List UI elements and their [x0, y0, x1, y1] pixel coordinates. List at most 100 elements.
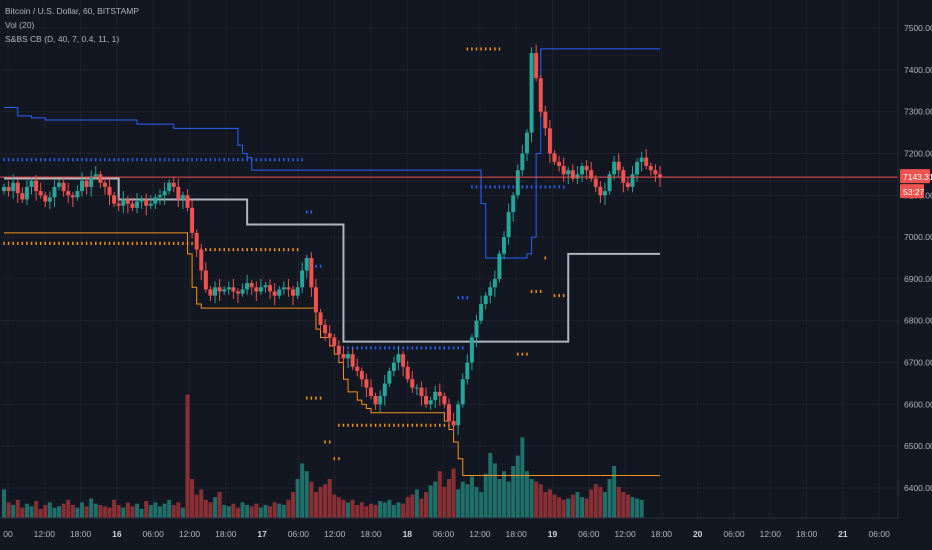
- orange-marker: [218, 248, 221, 252]
- volume-bar: [497, 479, 502, 518]
- blue-marker: [260, 158, 262, 162]
- time-tick-label: 19: [548, 529, 558, 539]
- price-tick-label: 7500.00: [904, 23, 932, 33]
- orange-marker: [411, 423, 414, 427]
- candle-body: [602, 191, 607, 196]
- orange-marker: [535, 289, 537, 293]
- blue-marker: [393, 346, 395, 350]
- orange-marker: [85, 241, 88, 245]
- volume-bar: [130, 506, 135, 518]
- candle-body: [34, 180, 39, 192]
- blue-marker: [351, 346, 354, 350]
- volume-bar: [263, 505, 268, 518]
- time-axis[interactable]: 00 12:00 18:00 16 06:00 12:00 18:00 17 06:00 12:0…: [0, 517, 898, 539]
- volume-bar: [93, 503, 98, 518]
- blue-marker: [39, 158, 42, 162]
- volume-bar: [469, 476, 474, 518]
- candle-body: [309, 258, 314, 288]
- candle-body: [112, 195, 117, 204]
- candle-body: [639, 157, 644, 162]
- orange-marker: [466, 47, 469, 51]
- candle-body: [213, 287, 218, 296]
- candle-body: [589, 170, 594, 179]
- volume-bar: [84, 506, 89, 518]
- price-tick-label: 6800.00: [904, 316, 932, 326]
- volume-bar: [332, 494, 337, 518]
- volume-bar: [235, 507, 240, 518]
- blue-marker: [544, 185, 547, 189]
- blue-marker: [356, 346, 358, 350]
- blue-marker: [172, 158, 175, 162]
- time-tick-label: 12:00: [760, 529, 782, 539]
- blue-marker: [319, 264, 322, 268]
- time-tick-label: 17: [257, 529, 267, 539]
- blue-marker: [306, 210, 308, 214]
- time-tick-label: 12:00: [614, 529, 636, 539]
- orange-marker: [214, 248, 216, 252]
- blue-marker: [186, 158, 189, 162]
- volume-bar: [272, 502, 277, 518]
- blue-marker: [384, 346, 386, 350]
- volume-bar: [456, 489, 461, 518]
- volume-bar: [20, 507, 25, 518]
- candle-body: [561, 166, 566, 175]
- candle-body: [346, 354, 351, 359]
- orange-marker: [351, 423, 354, 427]
- blue-marker: [273, 158, 276, 162]
- volume-bar: [318, 486, 323, 518]
- volume-bar: [171, 505, 176, 518]
- blue-marker: [108, 158, 111, 162]
- blue-marker: [223, 158, 225, 162]
- orange-marker: [108, 241, 111, 245]
- orange-marker: [324, 440, 326, 444]
- candle-body: [231, 287, 236, 292]
- candle-body: [341, 354, 346, 359]
- candle-body: [70, 195, 75, 198]
- volume-bar: [52, 507, 57, 518]
- volume-bar: [387, 499, 392, 518]
- volume-bar: [240, 502, 245, 518]
- blue-marker: [471, 185, 473, 189]
- blue-marker: [512, 185, 514, 189]
- legend-volume[interactable]: Vol (20): [5, 20, 35, 30]
- volume-bar: [515, 455, 520, 518]
- volume-bar: [584, 498, 589, 518]
- legend-indicator[interactable]: S&BS CB (D, 40, 7, 0.4, 11, 1): [5, 34, 120, 44]
- candle-body: [575, 174, 580, 179]
- volume-bar: [38, 508, 43, 518]
- volume-bar: [474, 486, 479, 518]
- candle-body: [336, 345, 341, 355]
- orange-marker: [182, 241, 184, 245]
- volume-bar: [277, 503, 282, 518]
- volume-bar: [144, 501, 149, 518]
- orange-marker: [443, 423, 446, 427]
- time-tick-label: 18:00: [215, 529, 237, 539]
- candle-body: [552, 153, 557, 162]
- volume-bar: [47, 502, 52, 518]
- orange-marker: [328, 440, 331, 444]
- blue-marker: [205, 158, 207, 162]
- chart-legend: Bitcoin / U.S. Dollar, 60, BITSTAMP Vol …: [5, 4, 139, 46]
- candle-body: [98, 174, 103, 183]
- orange-marker: [406, 423, 409, 427]
- price-axis[interactable]: 7500.007400.007300.007200.007100.007000.…: [897, 0, 932, 550]
- orange-marker: [145, 241, 147, 245]
- volume-bar: [231, 503, 236, 518]
- candles: [2, 44, 662, 435]
- blue-marker: [44, 158, 47, 162]
- legend-symbol[interactable]: Bitcoin / U.S. Dollar, 60, BITSTAMP: [5, 6, 139, 16]
- volume-bar: [428, 485, 433, 518]
- candle-body: [277, 289, 282, 296]
- candle-body: [327, 333, 332, 338]
- candle-body: [208, 289, 213, 296]
- countdown-tag: [900, 184, 924, 199]
- volume-bar: [107, 507, 112, 518]
- candle-body: [502, 237, 507, 254]
- blue-marker: [159, 158, 161, 162]
- orange-marker: [7, 241, 10, 245]
- blue-marker: [250, 158, 253, 162]
- candle-body: [350, 354, 355, 367]
- blue-marker: [365, 346, 368, 350]
- last-price-label: 7143.31: [903, 172, 932, 182]
